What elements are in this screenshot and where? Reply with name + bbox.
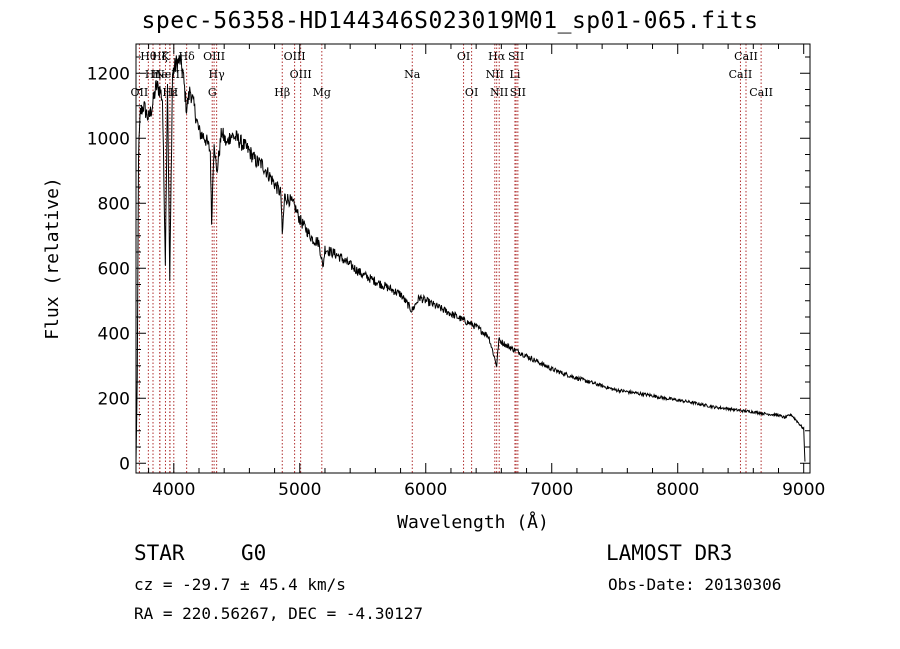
x-tick-label-8000: 8000 — [656, 480, 699, 500]
chart-title: spec-56358-HD144346S023019M01_sp01-065.f… — [141, 8, 759, 34]
line-label-22: NII — [490, 86, 508, 99]
line-label-7: NeIII — [155, 68, 184, 81]
redshift-cz: cz = -29.7 ± 45.4 km/s — [134, 575, 346, 594]
line-label-14: OIII — [284, 50, 306, 63]
x-axis-label: Wavelength (Å) — [397, 511, 549, 533]
y-axis-label: Flux (relative) — [42, 177, 63, 340]
line-label-25: SII — [510, 86, 526, 99]
y-tick-label-1200: 1200 — [87, 64, 130, 84]
line-label-1: Hθ — [140, 50, 157, 63]
line-label-0: OII — [131, 86, 149, 99]
line-label-23: Li — [510, 68, 521, 81]
y-tick-label-0: 0 — [119, 454, 130, 474]
plot-frame — [135, 43, 811, 474]
object-class: STAR — [134, 541, 185, 565]
x-tick-label-9000: 9000 — [782, 480, 825, 500]
x-tick-label-6000: 6000 — [404, 480, 447, 500]
y-tick-label-600: 600 — [98, 259, 130, 279]
x-tick-label-4000: 4000 — [152, 480, 195, 500]
line-label-4: He — [152, 68, 168, 81]
y-tick-label-800: 800 — [98, 194, 130, 214]
line-label-26: CaII — [729, 68, 753, 81]
line-label-18: OI — [457, 50, 470, 63]
line-label-13: Hβ — [274, 86, 290, 99]
line-label-3: Hζ — [152, 50, 168, 63]
line-label-12: G — [208, 86, 217, 99]
x-tick-label-5000: 5000 — [278, 480, 321, 500]
line-label-15: OIII — [290, 68, 312, 81]
line-label-8: II — [169, 86, 178, 99]
object-subclass: G0 — [241, 541, 267, 565]
line-label-19: OI — [465, 86, 478, 99]
y-tick-label-200: 200 — [98, 389, 130, 409]
line-label-9: Hδ — [179, 50, 196, 63]
line-label-21: NII — [486, 68, 504, 81]
line-label-10: OIII — [203, 50, 225, 63]
coordinates: RA = 220.56267, DEC = -4.30127 — [134, 604, 423, 623]
line-label-27: CaII — [734, 50, 758, 63]
line-label-2: Hη — [145, 68, 161, 81]
y-tick-label-1000: 1000 — [87, 129, 130, 149]
line-label-24: SII — [508, 50, 524, 63]
line-label-6: Hε — [162, 86, 178, 99]
line-label-5: K — [161, 50, 170, 63]
line-label-16: Mg — [313, 86, 331, 99]
observation-date: Obs-Date: 20130306 — [608, 575, 782, 594]
series-flux — [135, 54, 806, 463]
line-label-17: Na — [404, 68, 421, 81]
x-tick-label-7000: 7000 — [530, 480, 573, 500]
line-label-11: Hγ — [209, 68, 226, 81]
survey-name: LAMOST DR3 — [606, 541, 733, 565]
line-label-20: Hα — [488, 50, 506, 63]
line-label-28: CaII — [749, 86, 773, 99]
y-tick-label-400: 400 — [98, 324, 130, 344]
